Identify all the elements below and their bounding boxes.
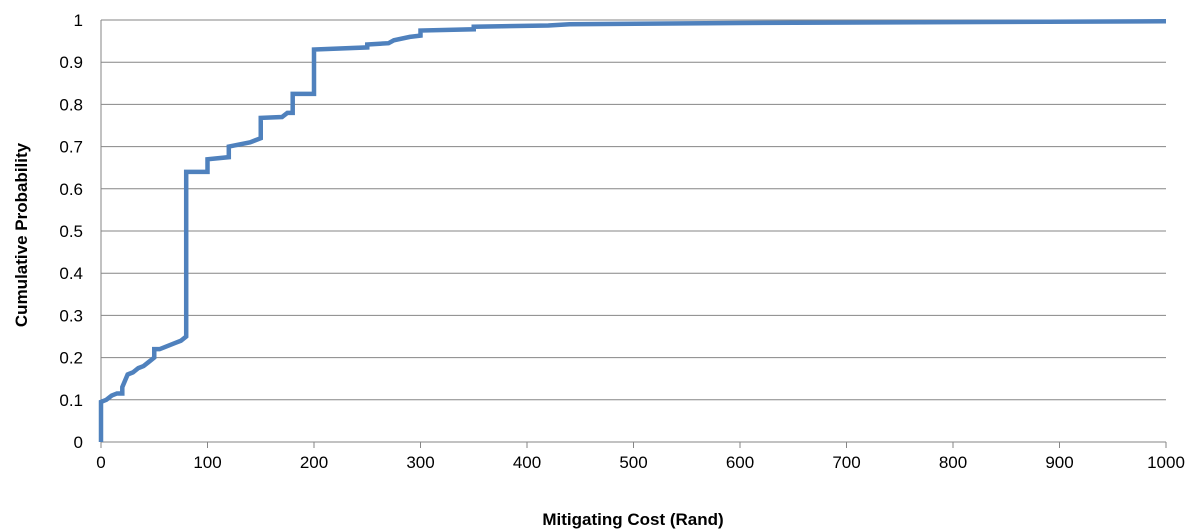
x-tick-label: 100 [193, 453, 221, 472]
series-layer [98, 19, 1167, 442]
y-tick-label: 0.2 [59, 349, 83, 368]
x-tick-label: 300 [406, 453, 434, 472]
y-tick-label: 0 [74, 433, 83, 452]
x-tick-label: 900 [1045, 453, 1073, 472]
x-tick-label: 600 [726, 453, 754, 472]
y-tick-label: 0.7 [59, 138, 83, 157]
y-tick-label: 0.5 [59, 222, 83, 241]
x-tick-label: 200 [300, 453, 328, 472]
x-tick-label: 500 [619, 453, 647, 472]
x-tick-label: 1000 [1147, 453, 1185, 472]
axes [100, 20, 1167, 448]
x-tick-label: 700 [832, 453, 860, 472]
y-tick-label: 0.9 [59, 53, 83, 72]
x-tick-label: 800 [939, 453, 967, 472]
y-tick-label: 1 [74, 11, 83, 30]
x-tick-label: 0 [96, 453, 105, 472]
x-tick-label: 400 [513, 453, 541, 472]
y-tick-label: 0.6 [59, 180, 83, 199]
y-tick-label: 0.8 [59, 95, 83, 114]
y-tick-label: 0.1 [59, 391, 83, 410]
x-axis-title: Mitigating Cost (Rand) [542, 510, 723, 529]
y-axis-title: Cumulative Probability [12, 142, 31, 327]
y-tick-label: 0.3 [59, 306, 83, 325]
y-tick-label: 0.4 [59, 264, 83, 283]
series-line-0 [98, 19, 1167, 442]
gridlines [101, 19, 1166, 401]
y-tick-labels: 0 0.1 0.2 0.3 0.4 0.5 0.6 0.7 0.8 0.9 1 [59, 11, 83, 452]
x-tick-labels: 0 100 200 300 400 500 600 700 800 900 1000 [96, 453, 1185, 472]
